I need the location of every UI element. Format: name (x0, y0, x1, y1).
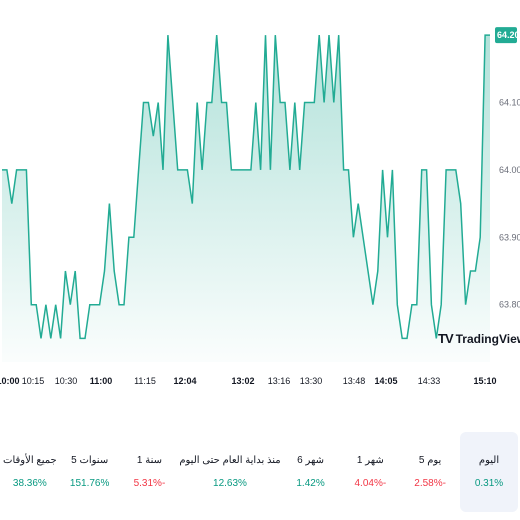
y-tick-label: 64.00 (499, 165, 520, 175)
period-tab-3[interactable]: 6 شهر 1.42% (281, 432, 341, 512)
last-price-label: 64.20 (497, 30, 520, 40)
last-price-badge (495, 27, 517, 44)
period-label: 1 سنة (136, 455, 162, 466)
period-label: منذ بداية العام حتى اليوم (179, 455, 281, 466)
x-tick-label: 11:15 (134, 376, 156, 386)
y-tick-label: 63.80 (499, 300, 520, 310)
tradingview-logo-icon: TV (438, 331, 454, 346)
period-change: 1.42% (296, 478, 325, 489)
x-tick-label: 10:15 (22, 376, 45, 386)
x-tick-label: 13:30 (300, 376, 323, 386)
x-tick-label: 15:10 (473, 376, 496, 386)
period-tab-1[interactable]: 5 يوم 2.58%- (400, 432, 460, 512)
period-tab-5[interactable]: 1 سنة 5.31%- (120, 432, 180, 512)
period-change: 5.31%- (133, 478, 166, 489)
x-tick-label: 10:30 (55, 376, 78, 386)
period-tab-2[interactable]: 1 شهر 4.04%- (340, 432, 400, 512)
period-change: 12.63% (213, 478, 247, 489)
period-tab-4[interactable]: منذ بداية العام حتى اليوم 12.63% (179, 432, 280, 512)
x-tick-label: 11:00 (90, 376, 113, 386)
period-change: 2.58%- (414, 478, 446, 489)
x-tick-label: 13:16 (268, 376, 291, 386)
tradingview-text: TradingView (455, 331, 520, 346)
period-change: 38.36% (12, 478, 47, 489)
x-tick-label: 14:33 (418, 376, 441, 386)
period-tab-0[interactable]: اليوم 0.31% (460, 432, 518, 512)
y-tick-label: 64.10 (499, 98, 520, 108)
period-change: 4.04%- (354, 478, 387, 489)
period-tab-6[interactable]: 5 سنوات 151.76% (60, 432, 120, 512)
period-label: جميع الأوقات (3, 455, 57, 466)
x-tick-label: 10:00 (0, 376, 20, 386)
tradingview-watermark[interactable]: TV TradingView (438, 331, 520, 346)
period-performance-bar: اليوم 0.31% 5 يوم 2.58%- 1 شهر 4.04%- 6 … (0, 432, 520, 512)
period-tab-7[interactable]: جميع الأوقات 38.36% (0, 432, 60, 512)
period-label: 5 سنوات (71, 455, 109, 466)
y-tick-label: 63.90 (499, 232, 520, 242)
price-area-fill (2, 35, 490, 362)
x-tick-label: 14:05 (374, 376, 397, 386)
period-change: 151.76% (69, 478, 110, 489)
period-change: 0.31% (474, 478, 504, 489)
period-label: 6 شهر (297, 455, 324, 466)
x-tick-label: 13:02 (231, 376, 254, 386)
period-label: 5 يوم (418, 455, 442, 466)
period-label: اليوم (478, 455, 500, 466)
period-label: 1 شهر (356, 455, 384, 466)
x-tick-label: 13:48 (343, 376, 366, 386)
price-line (2, 34, 490, 340)
x-tick-label: 12:04 (173, 376, 196, 386)
